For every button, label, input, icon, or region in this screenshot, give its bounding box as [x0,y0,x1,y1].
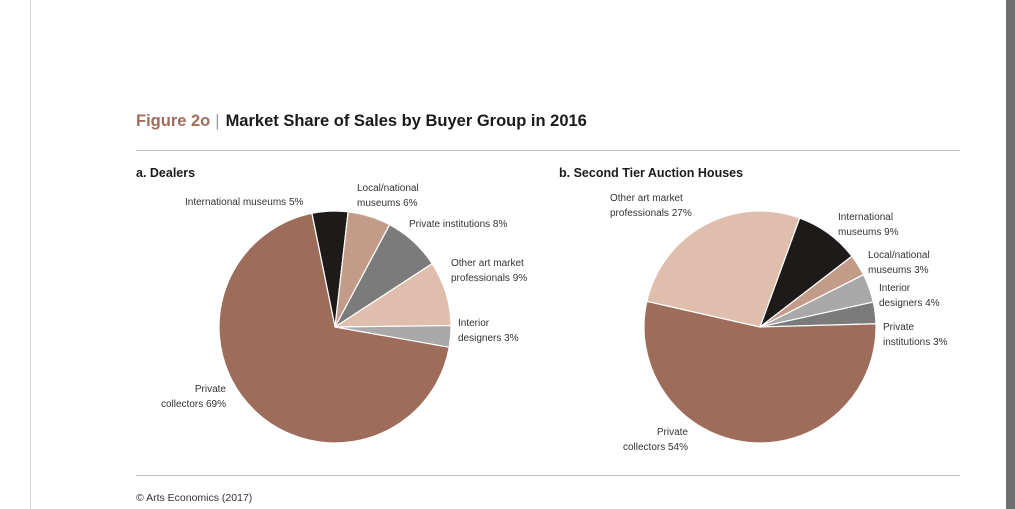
auction-houses-chart-title: b. Second Tier Auction Houses [559,166,744,180]
page-margin-rule [30,0,31,509]
figure-title-separator: | [215,112,220,130]
dealers-chart-title: a. Dealers [136,166,196,180]
slice-label: Other art market professionals 9% [451,258,527,284]
pie-slice [218,212,450,444]
figure-title: Figure 2o | Market Share of Sales by Buyer… [136,112,587,131]
slice-label: Interior designers 3% [458,318,519,344]
slice-label: International museums 5% [185,197,304,208]
slice-label: Private institutions 8% [409,219,507,230]
slice-label: Private collectors 69% [161,384,226,410]
slice-label: Local/national museums 6% [357,183,419,209]
pie-slice [643,300,877,444]
auction-houses-pie [643,210,877,444]
footer-divider [136,475,960,476]
dealers-pie [218,210,452,444]
slice-label: Local/national museums 3% [868,250,930,276]
figure-number: Figure 2o [136,112,211,130]
title-divider [136,150,960,151]
slice-label: Other art market professionals 27% [610,193,692,219]
slice-label: Interior designers 4% [879,283,940,309]
slice-label: Private institutions 3% [883,322,948,348]
scrollbar[interactable] [1006,0,1015,509]
pie-slice [646,210,801,328]
slice-label: Private collectors 54% [623,427,688,453]
copyright-footer: © Arts Economics (2017) [136,492,253,504]
figure-title-text: Market Share of Sales by Buyer Group in … [225,112,587,130]
slice-label: International museums 9% [838,212,899,238]
